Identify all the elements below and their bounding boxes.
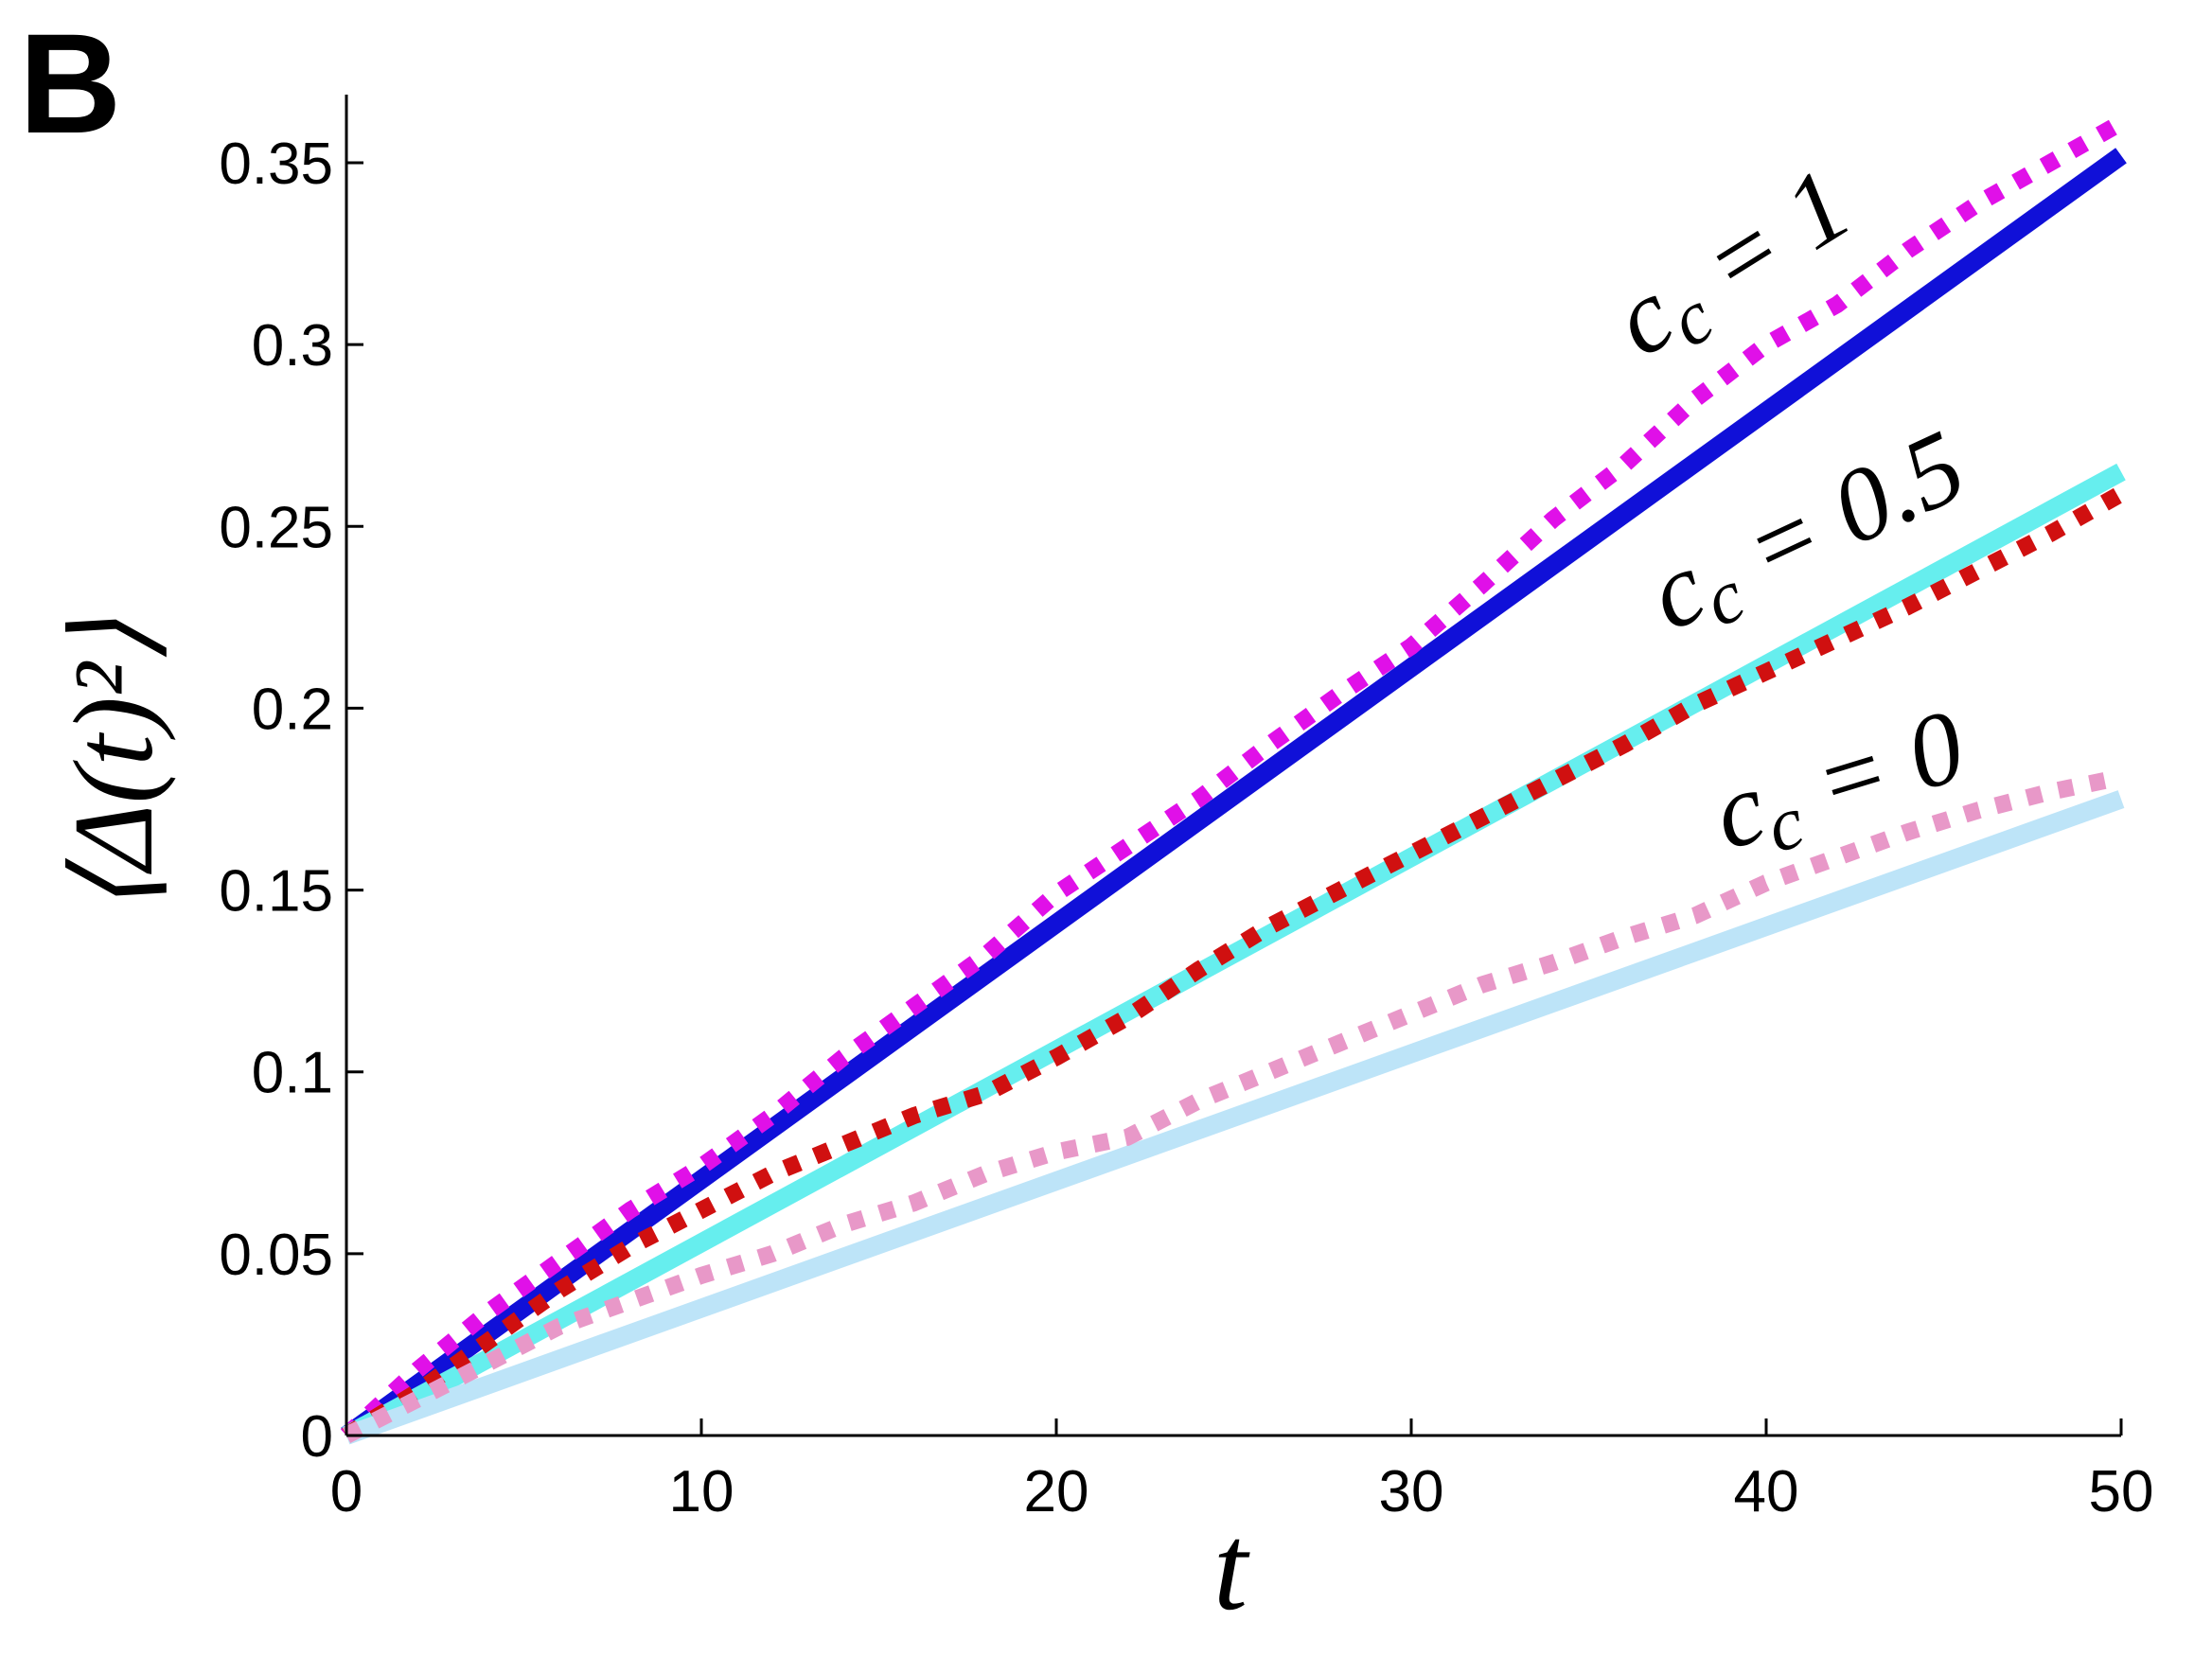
x-tick-label: 0: [330, 1459, 363, 1524]
x-tick-label: 30: [1379, 1459, 1444, 1524]
series-line-5: [343, 790, 2125, 1445]
series-line-6: [342, 768, 2123, 1444]
y-tick-label: 0.05: [219, 1223, 333, 1288]
x-ticks: 0 10 20 30 40 50: [330, 1418, 2154, 1524]
y-tick-label: 0.15: [219, 859, 333, 925]
y-tick-label: 0.3: [252, 313, 333, 379]
y-tick-label: 0.1: [252, 1041, 333, 1106]
y-tick-label: 0.25: [219, 495, 333, 560]
x-tick-label: 50: [2089, 1459, 2154, 1524]
y-ticks: 0 0.05 0.1 0.15 0.2 0.25 0.3 0.35: [219, 132, 363, 1470]
annotation-label: cc = 0: [1700, 687, 1980, 883]
y-tick-label: 0.2: [252, 677, 333, 742]
annotations: cc = 1cc = 0.5cc = 0: [1593, 146, 1986, 883]
series-line-4: [342, 485, 2126, 1443]
x-tick-label: 40: [1734, 1459, 1799, 1524]
x-axis-label: t: [1213, 1500, 1250, 1636]
y-axis-label: ⟨Δ(t)²⟩: [50, 618, 176, 914]
panel-label: B: [19, 4, 121, 163]
series-line-3: [342, 463, 2126, 1444]
annotation-label: cc = 0.5: [1631, 408, 1986, 663]
x-tick-label: 20: [1024, 1459, 1089, 1524]
series-line-1: [341, 148, 2127, 1444]
x-tick-label: 10: [669, 1459, 734, 1524]
y-tick-label: 0.35: [219, 132, 333, 197]
plot-area: [340, 115, 2127, 1445]
y-tick-label: 0: [301, 1404, 333, 1470]
